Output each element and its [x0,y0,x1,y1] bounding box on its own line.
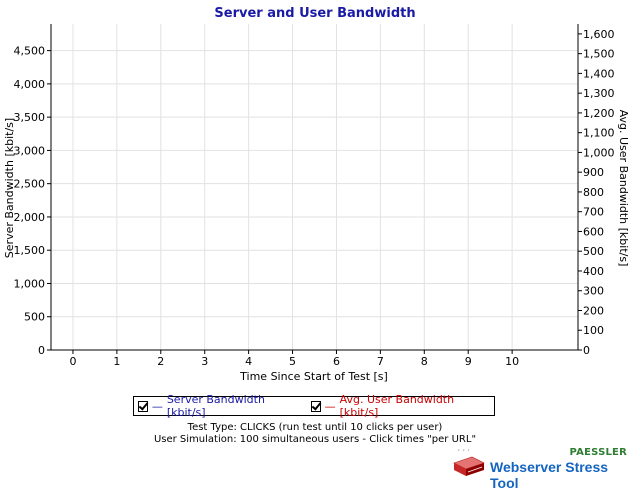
axes [50,24,579,351]
y-right-tick-label: 900 [583,166,604,179]
legend-line-icon: — [151,399,163,413]
test-info: Test Type: CLICKS (run test until 10 cli… [0,422,630,446]
chart-title: Server and User Bandwidth [214,6,416,21]
user-simulation-text: User Simulation: 100 simultaneous users … [153,434,477,445]
x-tick-label: 10 [505,355,519,368]
y-left-tick-label: 0 [38,344,45,357]
y-right-tick-label: 400 [583,265,604,278]
test-type-text: Test Type: CLICKS (run test until 10 cli… [187,422,443,433]
y-left-tick-label: 1,000 [14,277,46,290]
checkbox-server-bandwidth[interactable] [138,400,148,412]
x-tick-label: 7 [377,355,384,368]
y-left-tick-label: 2,000 [14,211,46,224]
y-right-tick-label: 200 [583,304,604,317]
legend-label-server: Server Bandwidth [kbit/s] [166,393,265,419]
y-right-tick-label: 600 [583,225,604,238]
chart-svg: 0 1 2 3 4 5 6 7 8 9 10 0 500 1,000 1,500 2,000 2,500 3,0… [3,24,630,383]
x-axis-label: Time Since Start of Test [s] [239,370,388,383]
y-left-axis-label: Server Bandwidth [kbit/s] [3,118,16,258]
x-tick-label: 5 [289,355,296,368]
x-tick-label: 0 [69,355,76,368]
checkbox-user-bandwidth[interactable] [310,400,321,412]
server-logo-icon [453,449,485,476]
y-right-tick-label: 1,300 [583,87,615,100]
legend-line-icon: — [324,399,336,413]
y-left-tick-label: 2,500 [14,178,46,191]
y-left-tick-label: 3,500 [14,111,46,124]
x-tick-label: 4 [245,355,252,368]
y-right-ticks: 0 100 200 300 400 500 600 700 800 900 1,000 1,100 1,… [578,28,615,357]
y-right-tick-label: 500 [583,245,604,258]
legend-label-user: Avg. User Bandwidth [kbit/s] [339,393,455,419]
x-tick-label: 2 [157,355,164,368]
y-right-tick-label: 1,500 [583,48,615,61]
x-ticks: 0 1 2 3 4 5 6 7 8 9 10 [69,350,519,368]
x-tick-label: 9 [465,355,472,368]
y-right-tick-label: 1,600 [583,28,615,41]
y-right-axis-label: Avg. User Bandwidth [kbit/s] [617,110,630,267]
x-tick-label: 1 [113,355,120,368]
y-left-ticks: 0 500 1,000 1,500 2,000 2,500 3,000 3,500 4,000 4… [14,45,51,357]
x-tick-label: 3 [201,355,208,368]
y-right-tick-label: 0 [583,344,590,357]
x-tick-label: 6 [333,355,340,368]
y-left-tick-label: 500 [24,311,45,324]
y-right-tick-label: 1,000 [583,146,615,159]
legend: — Server Bandwidth [kbit/s] — Avg. User … [133,393,495,419]
y-left-tick-label: 3,000 [14,144,46,157]
y-right-tick-label: 1,100 [583,127,615,140]
y-left-tick-label: 4,500 [14,45,46,58]
brand-logo-block: PAESSLER Webserver Stress Tool [452,447,630,491]
legend-item-user[interactable]: — Avg. User Bandwidth [kbit/s] [310,393,476,419]
y-right-tick-label: 1,200 [583,107,615,120]
grid [51,24,578,351]
company-name: PAESSLER [569,447,627,458]
product-name: Webserver Stress Tool [490,459,609,491]
y-right-tick-label: 100 [583,324,604,337]
y-right-tick-label: 1,400 [583,67,615,80]
y-left-tick-label: 1,500 [14,244,46,257]
y-right-tick-label: 800 [583,186,604,199]
x-tick-label: 8 [421,355,428,368]
legend-item-server[interactable]: — Server Bandwidth [kbit/s] [138,393,289,419]
y-left-tick-label: 4,000 [14,78,46,91]
y-right-tick-label: 700 [583,206,604,219]
y-right-tick-label: 300 [583,285,604,298]
